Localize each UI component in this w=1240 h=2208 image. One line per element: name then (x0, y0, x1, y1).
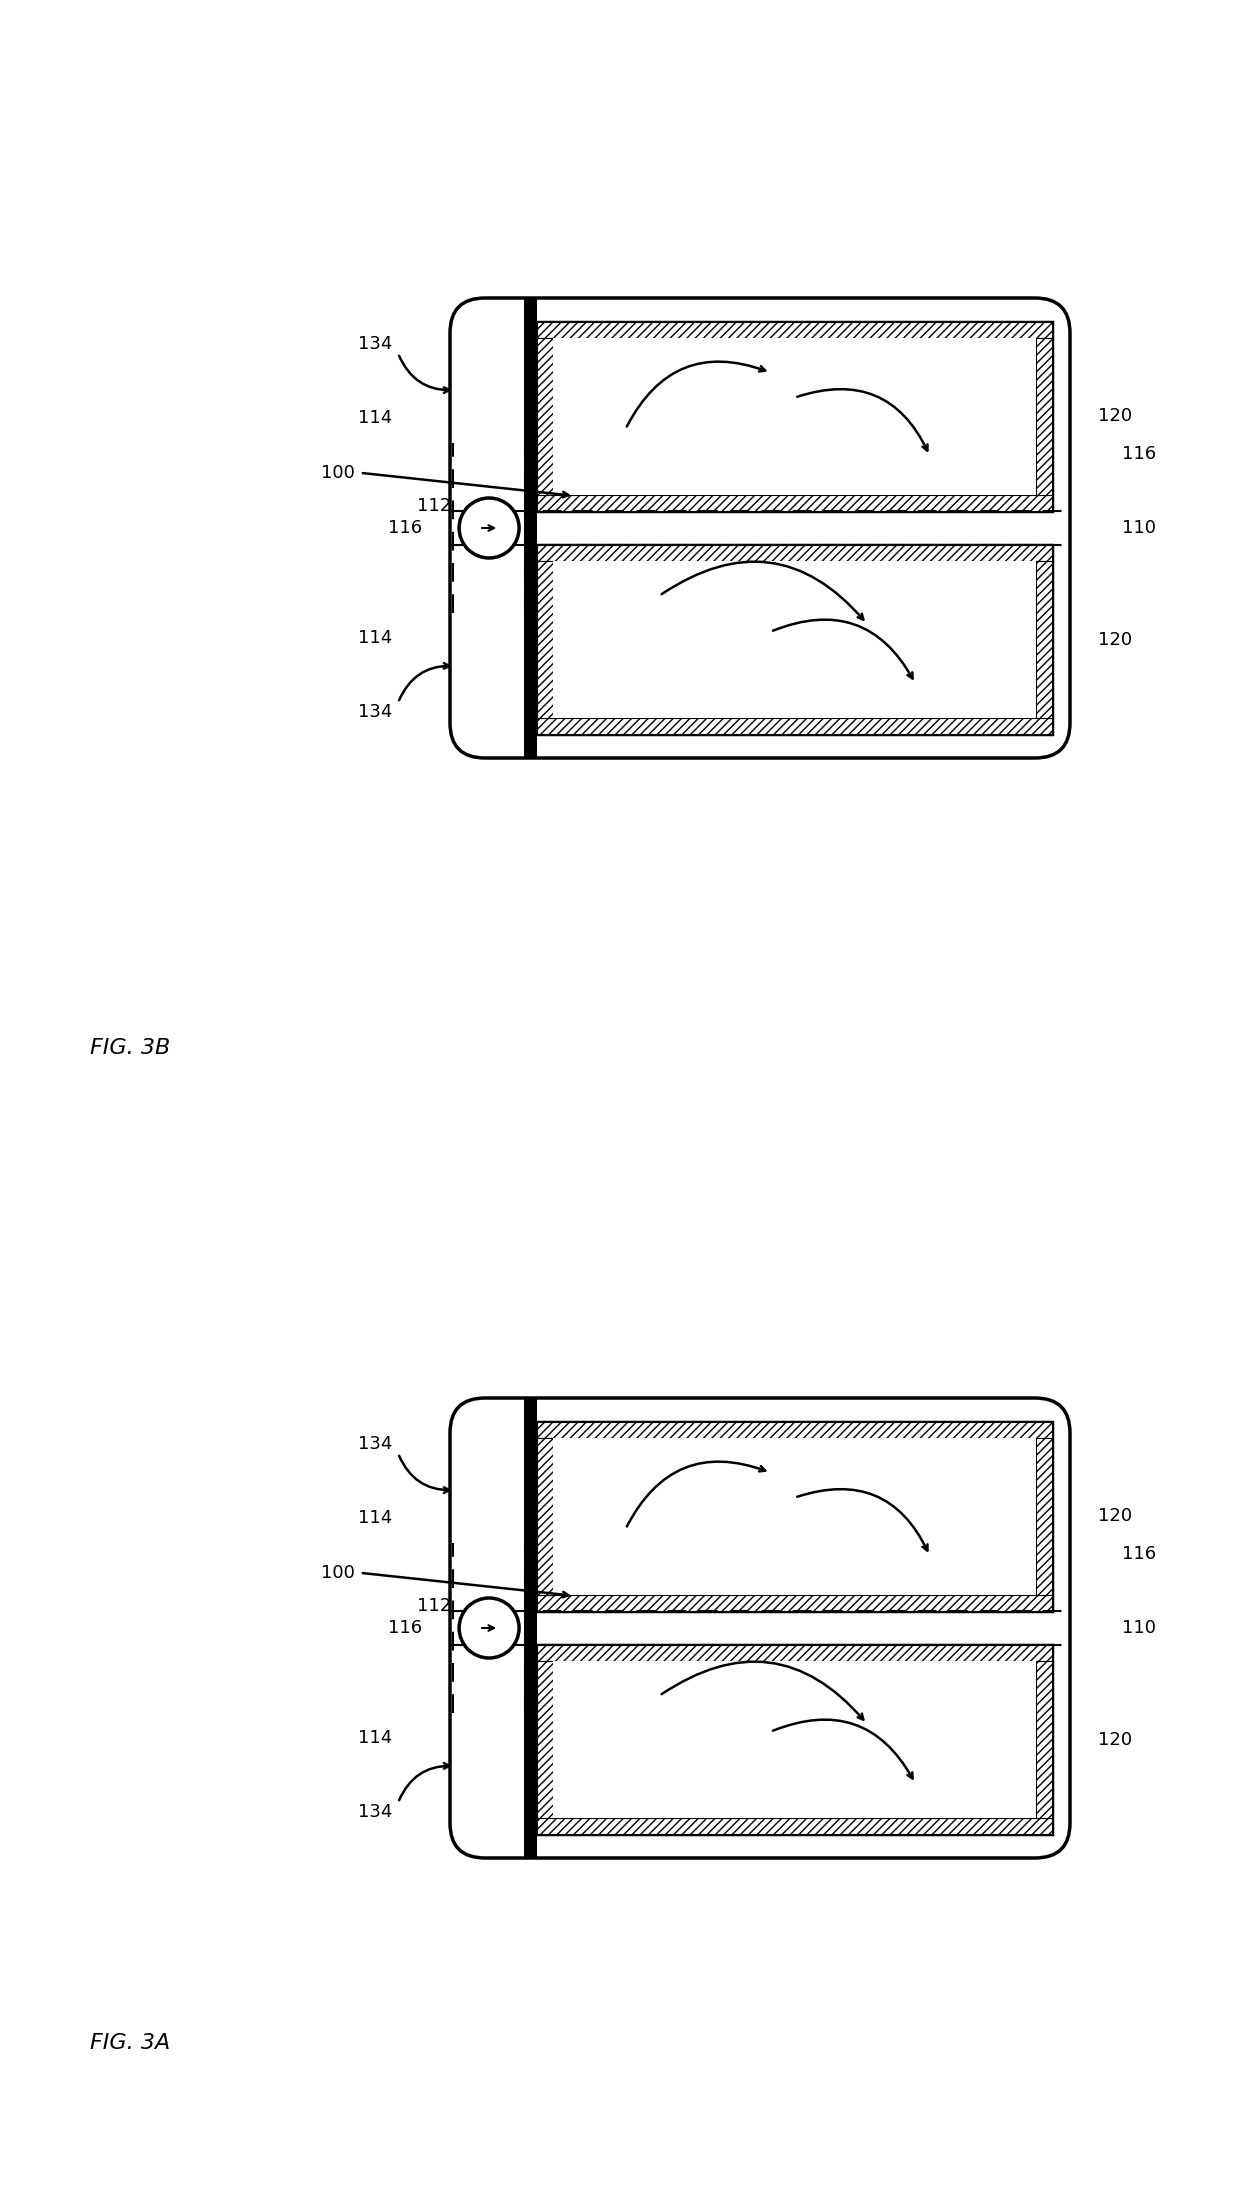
Bar (553, 338, 1035, 495)
Text: 134: 134 (357, 1435, 392, 1453)
Text: 100: 100 (321, 464, 355, 481)
Bar (1035, 1437, 1052, 1594)
Text: 152: 152 (563, 1764, 598, 1784)
Bar (537, 1422, 1052, 1612)
Bar (537, 545, 1052, 733)
Text: 152: 152 (756, 351, 790, 369)
Text: FIG. 3A: FIG. 3A (91, 2034, 170, 2053)
Bar (1035, 561, 1052, 718)
Circle shape (459, 499, 520, 559)
Bar (553, 561, 1035, 718)
Text: 152: 152 (563, 665, 598, 682)
Text: 120: 120 (1097, 1731, 1132, 1749)
Bar (537, 1645, 1052, 1660)
Text: 150: 150 (882, 623, 915, 640)
Text: 142: 142 (563, 572, 598, 590)
Bar (537, 338, 553, 495)
Text: 116: 116 (388, 1618, 422, 1636)
Text: 114: 114 (358, 1729, 392, 1747)
Bar (537, 718, 1052, 733)
Bar (537, 322, 1052, 510)
Text: 142: 142 (563, 1671, 598, 1689)
Text: 112: 112 (417, 1596, 451, 1614)
Text: 114: 114 (358, 408, 392, 426)
Text: 134: 134 (357, 1804, 392, 1822)
Text: 100: 100 (321, 1563, 355, 1581)
Text: 114: 114 (358, 629, 392, 647)
Text: 142: 142 (563, 351, 598, 369)
Bar (537, 1594, 1052, 1612)
Text: FIG. 3B: FIG. 3B (91, 1038, 170, 1058)
Bar (1035, 338, 1052, 495)
Text: 120: 120 (1097, 1508, 1132, 1526)
Text: 110: 110 (1122, 519, 1156, 537)
Text: 116: 116 (388, 519, 422, 537)
Text: 134: 134 (357, 702, 392, 722)
Text: 152: 152 (756, 1451, 790, 1468)
Text: 114: 114 (358, 1508, 392, 1526)
Text: 140: 140 (770, 623, 805, 640)
Bar (537, 322, 1052, 338)
Text: 110: 110 (1122, 1618, 1156, 1636)
Text: 116: 116 (1122, 1546, 1156, 1563)
Text: 150: 150 (882, 1722, 915, 1740)
Bar (537, 1817, 1052, 1835)
Bar (537, 561, 553, 718)
Bar (1035, 1660, 1052, 1817)
Bar (525, 298, 537, 757)
Bar (525, 1398, 537, 1857)
Bar (537, 495, 1052, 510)
Text: 140: 140 (770, 400, 805, 417)
Text: 150: 150 (882, 1499, 915, 1517)
Text: 140: 140 (770, 1499, 805, 1517)
Text: 142: 142 (563, 1451, 598, 1468)
Text: 140: 140 (770, 1722, 805, 1740)
Bar (537, 545, 1052, 561)
Text: 150: 150 (882, 400, 915, 417)
Bar (537, 1422, 1052, 1437)
Bar (553, 1437, 1035, 1594)
Circle shape (459, 1599, 520, 1658)
Bar (537, 1660, 553, 1817)
Bar (553, 1660, 1035, 1817)
Text: 112: 112 (417, 497, 451, 514)
Text: 116: 116 (1122, 446, 1156, 464)
Text: 120: 120 (1097, 408, 1132, 426)
Text: 120: 120 (1097, 631, 1132, 649)
Bar (537, 1645, 1052, 1835)
Text: 134: 134 (357, 336, 392, 353)
Bar (537, 1437, 553, 1594)
